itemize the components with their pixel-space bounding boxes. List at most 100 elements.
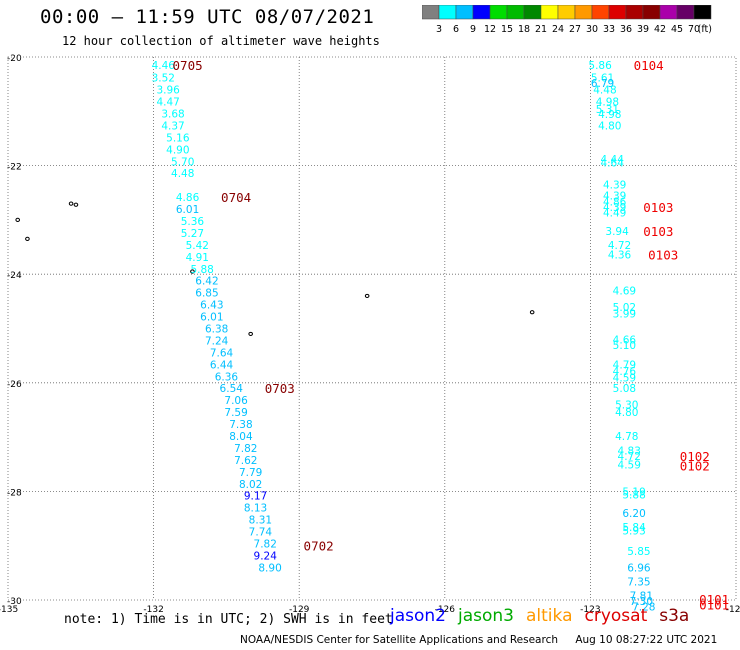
map-subtitle: 12 hour collection of altimeter wave hei…: [62, 34, 380, 48]
swh-value-label: 7.59: [224, 407, 247, 419]
swh-value-label: 4.79: [613, 359, 636, 371]
legend-label: 36: [620, 24, 632, 35]
swh-value-label: 4.59: [613, 372, 636, 384]
swh-value-label: 6.20: [622, 508, 645, 520]
swh-value-label: 3.94: [605, 226, 629, 238]
swh-value-label: 7.81: [630, 591, 653, 603]
swh-value-label: 5.88: [190, 264, 213, 276]
lon-tick-label: -135: [0, 605, 18, 615]
swh-value-label: 3.99: [613, 308, 636, 320]
swh-value-label: 4.86: [603, 196, 627, 208]
swh-value-label: 6.96: [627, 562, 651, 574]
lat-tick-label: -28: [7, 488, 22, 498]
island-marker: [364, 293, 370, 299]
swh-value-label: 4.59: [618, 459, 641, 471]
mission-s3a: s3a: [659, 606, 690, 626]
swh-value-label: 4.83: [618, 446, 641, 458]
mission-altika: altika: [526, 606, 573, 626]
mission-cryosat: cryosat: [584, 606, 648, 626]
swh-value-label: 4.90: [166, 144, 189, 156]
swh-value-label: 7.64: [210, 347, 234, 359]
swh-value-label: 8.04: [229, 431, 253, 443]
swh-value-label: 3.52: [152, 73, 175, 85]
pass-label: 0104: [634, 58, 664, 73]
swh-value-label: 6.43: [200, 300, 223, 312]
lon-tick-label: -129: [289, 605, 310, 615]
legend-label: 21: [535, 24, 547, 35]
swh-value-label: 5.61: [591, 73, 614, 85]
legend-label: 45: [671, 24, 683, 35]
lat-tick-label: -30: [7, 597, 22, 607]
legend-label: 15: [501, 24, 513, 35]
legend-label: 42: [654, 24, 666, 35]
map-frame: [7, 56, 737, 601]
legend-label: 24: [552, 24, 564, 35]
swh-value-label: 3.96: [156, 85, 180, 97]
swh-value-label: 7.24: [205, 335, 229, 347]
swh-value-label: 8.31: [249, 515, 272, 527]
swh-value-label: 6.85: [195, 288, 218, 300]
swh-value-label: 6.54: [220, 383, 244, 395]
swh-value-label: 5.19: [622, 486, 645, 498]
legend-label: 18: [518, 24, 530, 35]
legend-label: 9: [470, 24, 476, 35]
swh-value-label: 5.30: [615, 400, 638, 412]
swh-value-label: 4.48: [593, 85, 616, 97]
swh-value-label: 7.38: [229, 419, 252, 431]
pass-label: 0703: [265, 381, 295, 396]
swh-value-label: 4.44: [601, 154, 625, 166]
credit-timestamp: Aug 10 08:27:22 UTC 2021: [575, 634, 718, 646]
swh-value-label: 5.42: [186, 240, 209, 252]
island-marker: [25, 236, 30, 242]
swh-value-label: 4.98: [596, 97, 619, 109]
swh-value-label: 7.30: [630, 596, 653, 608]
swh-value-label: 5.02: [613, 302, 636, 314]
swh-value-label: 4.78: [615, 431, 638, 443]
island-marker: [190, 269, 195, 274]
swh-value-label: 7.35: [627, 577, 650, 589]
swh-value-label: 7.79: [239, 467, 262, 479]
swh-value-label: 4.80: [615, 407, 638, 419]
swh-value-label: 7.82: [254, 539, 277, 551]
swh-value-label: 6.38: [205, 324, 228, 336]
map-title: 00:00 – 11:59 UTC 08/07/2021: [40, 6, 375, 28]
island-marker: [15, 217, 21, 222]
swh-value-label: 4.76: [613, 366, 637, 378]
lat-tick-label: -24: [7, 271, 22, 281]
swh-value-label: 4.66: [613, 334, 637, 346]
pass-label: 0102: [680, 458, 710, 473]
swh-value-label: 6.42: [195, 276, 218, 288]
swh-value-label: 5.85: [627, 546, 650, 558]
legend-label: 30: [586, 24, 598, 35]
swh-value-label: 6.01: [200, 312, 223, 324]
swh-value-label: 4.80: [598, 120, 621, 132]
swh-value-label: 5.86: [588, 60, 612, 72]
lon-tick-label: -120: [726, 605, 740, 615]
legend-label: 33: [603, 24, 615, 35]
swh-value-label: 5.88: [622, 490, 645, 502]
swh-value-label: 5.84: [622, 522, 646, 534]
pass-label: 0102: [680, 449, 710, 464]
swh-value-label: 7.06: [224, 395, 248, 407]
legend-label: 70: [688, 24, 700, 35]
swh-value-label: 4.47: [156, 97, 179, 109]
swh-value-label: 5.93: [622, 525, 645, 537]
pass-label: 0103: [648, 248, 678, 263]
swh-value-label: 7.82: [234, 443, 257, 455]
legend-label: 3: [436, 24, 442, 35]
pass-label: 0705: [173, 58, 203, 73]
swh-value-label: 7.74: [249, 527, 273, 539]
swh-value-label: 4.69: [613, 285, 636, 297]
swh-value-label: 5.08: [613, 383, 636, 395]
swh-value-label: 4.39: [603, 180, 626, 192]
swh-value-label: 6.36: [215, 371, 239, 383]
swh-value-label: 4.36: [608, 250, 632, 262]
swh-value-label: 4.91: [186, 252, 209, 264]
swh-value-label: 4.48: [171, 168, 194, 180]
lat-tick-label: -20: [7, 54, 22, 64]
swh-value-label: 4.37: [161, 120, 184, 132]
mission-jason3: jason3: [458, 606, 514, 626]
swh-value-label: 4.39: [603, 190, 626, 202]
swh-value-label: 7.28: [632, 602, 655, 614]
